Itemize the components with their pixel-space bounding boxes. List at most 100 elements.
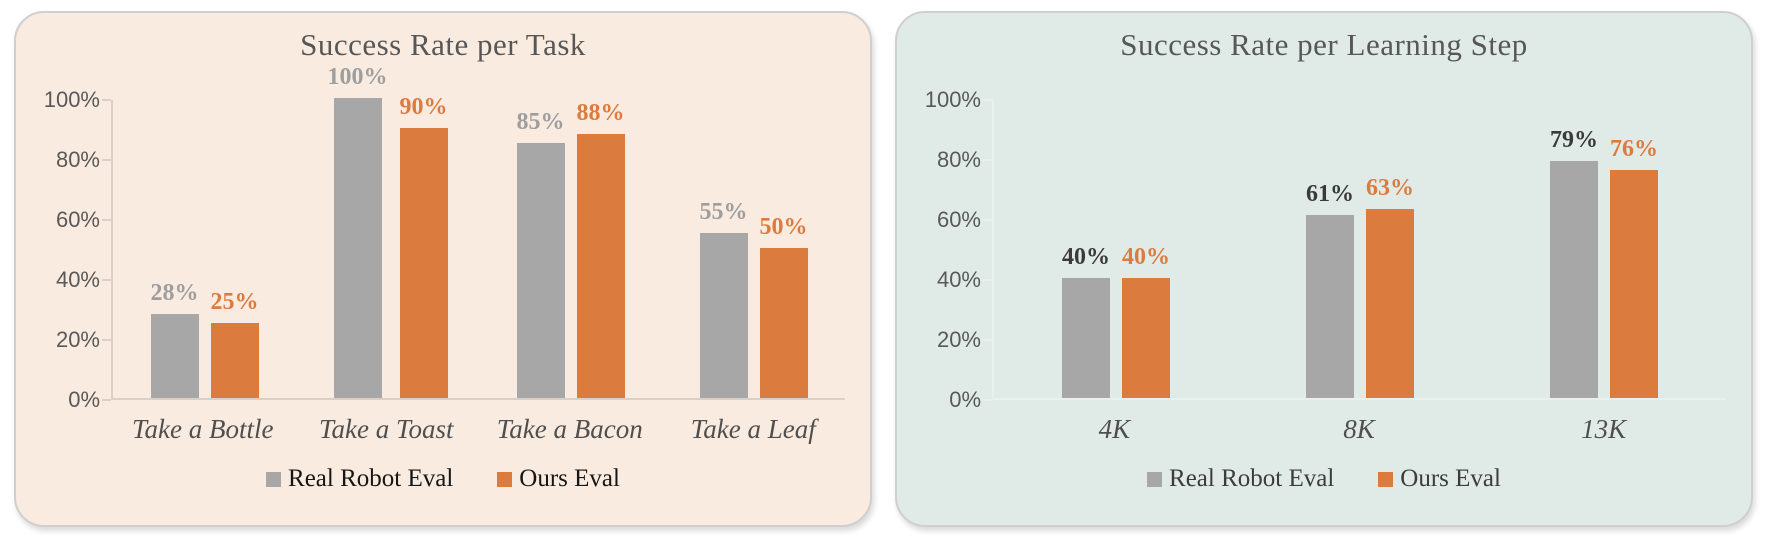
legend-item-real-robot-eval: Real Robot Eval — [1147, 465, 1334, 493]
y-axis-tick-mark — [102, 159, 111, 161]
bar-group-13k: 79% 76% — [1482, 100, 1726, 398]
bar-with-label: 61% — [1306, 182, 1354, 398]
bar-real-robot-eval-take-a-toast — [333, 98, 382, 398]
bar-group-take-a-leaf: 55% 50% — [662, 100, 845, 398]
bar-real-robot-eval-take-a-leaf — [699, 233, 748, 398]
legend: Real Robot Eval Ours Eval — [897, 465, 1751, 493]
bar-value-label: 76% — [1610, 136, 1658, 162]
y-axis-tick-label: 0% — [949, 387, 981, 412]
category-label-13k: 13K — [1581, 414, 1627, 444]
bar-groups: 28% 25% 100% 90% 85% 88% 55% 50% — [113, 65, 845, 398]
chart-card-success-rate-per-learning-step: Success Rate per Learning Step 40% 40% 61%… — [895, 11, 1753, 527]
bar-value-label: 88% — [576, 100, 625, 126]
bar-with-label: 40% — [1122, 245, 1170, 398]
bar-ours-eval-take-a-bottle — [210, 323, 259, 398]
bar-ours-eval-take-a-toast — [399, 128, 448, 398]
y-axis-tick-label: 80% — [55, 147, 100, 172]
charts-row: Success Rate per Task 28% 25% 100% 90% 85% 88… — [14, 11, 1753, 527]
x-axis-labels: Take a Bottle Take a Toast Take a Bacon Tak… — [111, 414, 845, 445]
bar-value-label: 63% — [1366, 175, 1414, 201]
bar-with-label: 85% — [516, 109, 565, 398]
bar-with-label: 63% — [1366, 176, 1414, 398]
bar-with-label: 100% — [328, 65, 388, 398]
y-axis-tick-label: 40% — [55, 267, 100, 292]
bar-ours-eval-4k — [1122, 278, 1170, 398]
chart-title: Success Rate per Task — [300, 27, 586, 62]
y-axis-tick-mark — [102, 99, 111, 101]
legend: Real Robot Eval Ours Eval — [16, 465, 870, 493]
legend-label: Real Robot Eval — [288, 465, 454, 492]
y-axis-tick-mark — [983, 279, 992, 281]
bar-with-label: 76% — [1610, 137, 1658, 398]
bar-real-robot-eval-4k — [1062, 278, 1110, 398]
bar-ours-eval-13k — [1610, 170, 1658, 398]
y-axis-tick-mark — [983, 399, 992, 401]
y-axis-tick-label: 40% — [936, 267, 981, 292]
bar-ours-eval-take-a-leaf — [759, 248, 808, 398]
bar-real-robot-eval-take-a-bottle — [150, 314, 199, 398]
legend-label: Ours Eval — [1400, 465, 1501, 492]
x-axis-labels: 4K 8K 13K — [992, 414, 1726, 445]
chart-title: Success Rate per Learning Step — [1120, 27, 1528, 62]
category-label-8k: 8K — [1343, 414, 1375, 444]
bar-value-label: 61% — [1306, 181, 1354, 207]
bar-value-label: 40% — [1062, 244, 1110, 270]
bar-value-label: 40% — [1122, 244, 1170, 270]
bar-value-label: 55% — [699, 199, 748, 225]
category-label-take-a-toast: Take a Toast — [318, 414, 454, 444]
y-axis-tick-mark — [983, 159, 992, 161]
plot-area: 40% 40% 61% 63% 79% 76% — [992, 100, 1726, 400]
bar-real-robot-eval-take-a-bacon — [516, 143, 565, 398]
y-axis-tick-mark — [983, 339, 992, 341]
bar-group-take-a-bottle: 28% 25% — [113, 100, 296, 398]
bar-groups: 40% 40% 61% 63% 79% 76% — [994, 100, 1726, 398]
legend-swatch-icon — [1147, 471, 1163, 487]
bar-with-label: 25% — [210, 289, 259, 398]
legend-item-real-robot-eval: Real Robot Eval — [266, 465, 453, 493]
bar-with-label: 90% — [399, 95, 448, 398]
bar-group-8k: 61% 63% — [1238, 100, 1482, 398]
y-axis-tick-label: 0% — [68, 387, 100, 412]
bar-group-take-a-toast: 100% 90% — [296, 65, 479, 398]
y-axis-tick-label: 20% — [936, 327, 981, 352]
y-axis-tick-mark — [102, 279, 111, 281]
legend-item-ours-eval: Ours Eval — [497, 465, 620, 493]
bar-ours-eval-8k — [1366, 209, 1414, 398]
legend-swatch-icon — [266, 471, 282, 487]
bar-group-4k: 40% 40% — [994, 100, 1238, 398]
category-label-take-a-bottle: Take a Bottle — [132, 414, 274, 444]
legend-label: Ours Eval — [519, 465, 620, 492]
bar-ours-eval-take-a-bacon — [576, 134, 625, 398]
y-axis-tick-label: 80% — [936, 147, 981, 172]
bar-value-label: 85% — [516, 109, 565, 135]
bar-value-label: 100% — [327, 64, 388, 90]
y-axis-tick-label: 100% — [924, 87, 981, 112]
y-axis-tick-mark — [102, 219, 111, 221]
chart-area: 40% 40% 61% 63% 79% 76% 100% 80% 60% 40% 20% 0% — [897, 70, 1751, 412]
bar-with-label: 40% — [1062, 245, 1110, 398]
bar-value-label: 25% — [210, 289, 259, 315]
bar-with-label: 88% — [576, 100, 625, 398]
bar-with-label: 55% — [699, 199, 748, 398]
legend-item-ours-eval: Ours Eval — [1378, 465, 1501, 493]
legend-swatch-icon — [497, 471, 513, 487]
y-axis-tick-label: 100% — [43, 87, 100, 112]
bar-with-label: 79% — [1550, 128, 1598, 398]
category-label-4k: 4K — [1098, 414, 1131, 444]
y-axis-tick-mark — [983, 99, 992, 101]
y-axis-tick-label: 60% — [936, 207, 981, 232]
bar-with-label: 50% — [759, 214, 808, 398]
legend-label: Real Robot Eval — [1169, 465, 1335, 492]
category-label-take-a-bacon: Take a Bacon — [496, 414, 643, 444]
plot-area: 28% 25% 100% 90% 85% 88% 55% 50% — [111, 65, 845, 400]
category-label-take-a-leaf: Take a Leaf — [690, 414, 816, 444]
chart-area: 28% 25% 100% 90% 85% 88% 55% 50% 100% 80% 60% 40% 2… — [16, 65, 870, 412]
legend-swatch-icon — [1378, 471, 1394, 487]
bar-value-label: 50% — [759, 214, 808, 240]
bar-value-label: 79% — [1550, 127, 1598, 153]
bar-real-robot-eval-8k — [1306, 215, 1354, 398]
bar-real-robot-eval-13k — [1550, 161, 1598, 398]
bar-group-take-a-bacon: 85% 88% — [479, 100, 662, 398]
y-axis-tick-mark — [102, 399, 111, 401]
y-axis-tick-mark — [983, 219, 992, 221]
